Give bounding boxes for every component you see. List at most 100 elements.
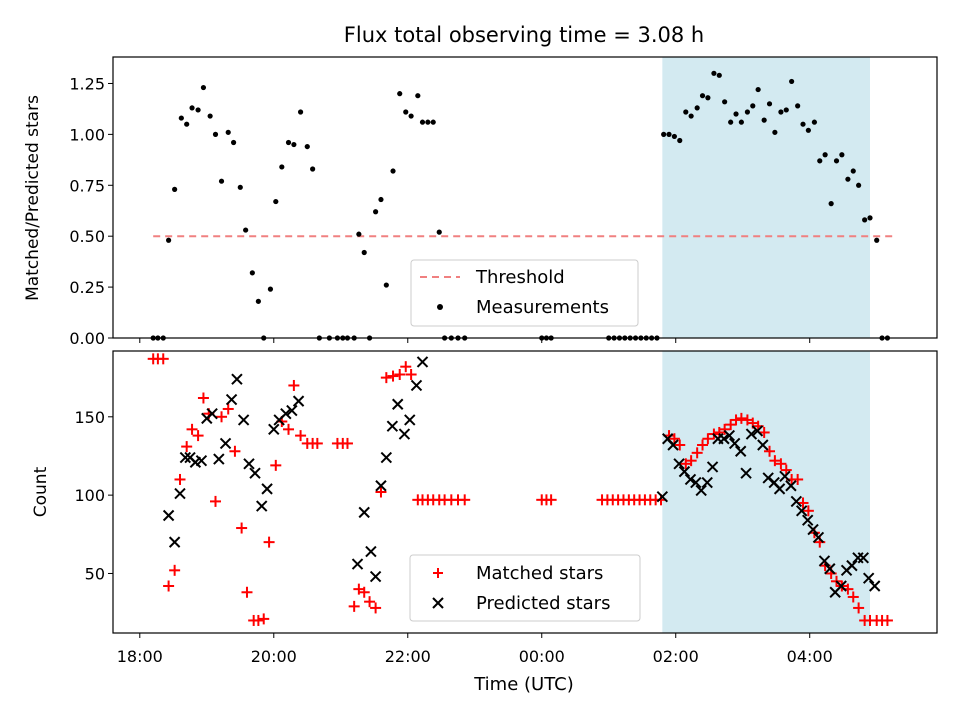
matched-star-marker <box>241 586 253 598</box>
predicted-star-marker <box>656 490 669 503</box>
measurement-point <box>761 117 767 123</box>
top-ytick-label: 0.50 <box>69 227 105 246</box>
measurement-point <box>207 113 213 119</box>
predicted-star-marker <box>728 437 741 450</box>
top-ytick-label: 1.00 <box>69 125 105 144</box>
measurement-point <box>273 198 279 205</box>
top-panel: 0.00 0.25 0.50 0.75 1.00 1.25 Matched/Predict… <box>23 56 938 348</box>
predicted-star-marker <box>369 570 382 583</box>
matched-star-marker <box>209 495 221 507</box>
matched-star-marker <box>853 602 865 614</box>
legend-predicted-swatch <box>432 597 444 609</box>
matched-star-marker <box>358 586 370 598</box>
matched-star-marker <box>288 379 300 391</box>
measurement-point <box>811 119 818 125</box>
top-highlight-band <box>662 57 871 338</box>
measurement-point <box>671 133 677 140</box>
matched-star-marker <box>405 369 417 380</box>
matched-star-marker <box>169 564 181 576</box>
predicted-star-marker <box>213 453 225 465</box>
matched-star-marker <box>545 494 557 506</box>
predicted-star-marker <box>690 476 702 489</box>
measurement-point <box>378 196 384 203</box>
predicted-star-marker <box>243 458 255 470</box>
measurement-point <box>230 139 237 146</box>
bottom-xtick-label: 20:00 <box>251 647 297 666</box>
matched-star-marker <box>364 596 376 608</box>
matched-star-marker <box>375 486 387 498</box>
matched-star-marker <box>691 447 703 459</box>
matched-star-marker <box>270 459 282 471</box>
bottom-ylabel: Count <box>31 466 51 517</box>
predicted-star-marker <box>168 536 181 548</box>
legend-matched-label: Matched stars <box>476 563 603 584</box>
predicted-star-marker <box>225 393 238 406</box>
predicted-star-marker <box>812 531 825 544</box>
matched-star-marker <box>370 602 382 614</box>
predicted-star-marker <box>857 552 870 564</box>
predicted-star-marker <box>779 470 791 483</box>
measurement-point <box>304 143 310 150</box>
measurement-point <box>255 298 261 304</box>
bottom-xtick-label: 22:00 <box>385 647 431 666</box>
predicted-star-marker <box>375 480 387 492</box>
predicted-star-marker <box>701 476 713 489</box>
measurement-point <box>184 121 190 127</box>
measurement-point <box>172 186 178 192</box>
matched-star-marker <box>735 412 747 424</box>
bottom-xtick-label: 02:00 <box>653 647 699 666</box>
predicted-star-marker <box>365 545 377 558</box>
matched-star-marker <box>775 458 787 470</box>
measurement-point <box>356 231 362 237</box>
matched-star-marker <box>685 455 697 467</box>
measurement-point <box>225 129 231 135</box>
matched-star-marker <box>181 441 193 453</box>
matched-star-marker <box>341 437 353 449</box>
measurement-point <box>218 178 225 184</box>
matched-star-marker <box>697 439 709 451</box>
predicted-star-marker <box>162 509 175 522</box>
predicted-star-marker <box>795 505 808 517</box>
predicted-star-marker <box>380 451 393 464</box>
predicted-star-marker <box>684 473 697 486</box>
matched-star-marker <box>764 445 776 457</box>
measurement-point <box>189 105 195 111</box>
predicted-star-marker <box>237 414 250 426</box>
measurement-point <box>867 215 873 221</box>
predicted-star-marker <box>773 483 786 495</box>
measurement-point <box>789 78 795 85</box>
top-ylabel: Matched/Predicted stars <box>23 95 43 301</box>
measurement-point <box>688 113 694 119</box>
measurement-point <box>772 129 778 135</box>
legend-measurements-swatch <box>437 304 443 310</box>
matched-star-marker <box>263 536 275 548</box>
matched-star-marker <box>186 423 198 435</box>
predicted-star-marker <box>386 420 399 432</box>
measurement-point <box>666 131 672 137</box>
matched-star-marker <box>730 414 742 426</box>
measurement-point <box>817 158 823 164</box>
predicted-star-marker <box>745 428 758 440</box>
predicted-star-marker <box>818 555 831 567</box>
matched-star-marker <box>400 361 412 373</box>
matched-star-marker <box>236 522 248 534</box>
bottom-ytick-label: 50 <box>85 564 105 583</box>
measurement-point <box>430 119 436 125</box>
measurement-point <box>397 91 403 97</box>
measurement-point <box>436 229 442 235</box>
predicted-star-marker <box>678 465 691 478</box>
measurement-point <box>711 70 717 76</box>
measurement-point <box>699 93 706 99</box>
matched-star-marker <box>459 494 471 506</box>
matched-star-marker <box>758 426 770 438</box>
measurement-point <box>237 184 243 190</box>
predicted-star-marker <box>358 506 370 519</box>
measurement-point <box>694 105 700 111</box>
measurement-point <box>833 158 840 164</box>
top-ytick-label: 1.25 <box>69 74 105 93</box>
measurement-point <box>822 152 828 158</box>
measurement-point <box>795 103 801 109</box>
predicted-star-marker <box>392 398 404 410</box>
matched-star-marker <box>157 353 169 365</box>
